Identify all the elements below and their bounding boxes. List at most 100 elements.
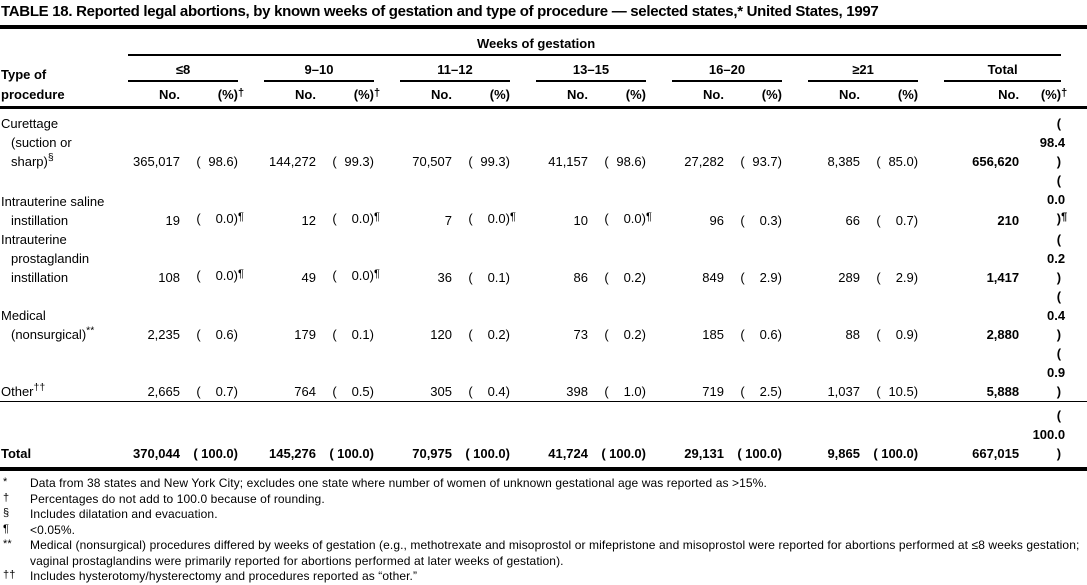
- total-row-label: Total: [0, 401, 128, 471]
- close-paren: ): [369, 446, 374, 461]
- no-cell: 12: [264, 171, 326, 230]
- col-group-13–15: 13–15: [536, 56, 672, 82]
- pct-header-label: (%): [1040, 87, 1062, 102]
- pct-value: 100.0: [881, 446, 914, 461]
- table-row: Intrauterine saline instillation 19 (0.0)¶ 1…: [0, 171, 1087, 230]
- pct-value: 2.9: [895, 270, 914, 285]
- close-paren: ): [369, 154, 374, 169]
- no-value: 1,037: [827, 384, 860, 399]
- no-cell: 108: [128, 230, 190, 287]
- no-value: 719: [702, 384, 724, 399]
- table-row: Medical (nonsurgical)** 2,235 (0.6) 179 (0.1)…: [0, 287, 1087, 344]
- no-cell: 70,507: [400, 108, 462, 172]
- footnote-mark: *: [3, 476, 8, 488]
- close-paren: ): [913, 384, 919, 399]
- close-paren: ): [233, 384, 238, 399]
- no-cell: 370,044: [128, 401, 190, 471]
- no-cell: 70,975: [400, 401, 462, 471]
- close-paren: ): [777, 154, 782, 169]
- no-cell: 19: [128, 171, 190, 230]
- no-cell: 36: [400, 230, 462, 287]
- no-value: 9,865: [827, 446, 860, 461]
- pct-value: 100.0: [337, 446, 370, 461]
- open-paren: (: [740, 154, 745, 169]
- pct-cell: (100.0): [598, 401, 672, 471]
- no-header-label: No.: [998, 87, 1020, 102]
- row-label-line: Medical: [1, 308, 46, 323]
- pct-cell: (85.0): [870, 108, 944, 172]
- no-value: 36: [437, 270, 452, 285]
- pct-value: 0.7: [215, 384, 234, 399]
- no-header-label: No.: [431, 87, 452, 102]
- pct-cell: (100.0): [734, 401, 808, 471]
- pct-header: (%)†: [326, 82, 400, 109]
- pct-cell: (0.0)¶: [1029, 171, 1087, 230]
- col-group-label: 9–10: [264, 56, 374, 82]
- pct-cell: (100.0): [1029, 401, 1087, 471]
- no-value: 12: [301, 213, 316, 228]
- no-cell: 2,880: [944, 287, 1029, 344]
- pct-value: 0.0: [351, 268, 370, 283]
- stub-head-line2: procedure: [0, 82, 128, 109]
- footnotes: * Data from 38 states and New York City; …: [0, 471, 1087, 585]
- open-paren: (: [1056, 116, 1062, 131]
- pct-cell: (98.6): [190, 108, 264, 172]
- pct-value: 100.0: [473, 446, 506, 461]
- pct-cell: (1.0): [598, 344, 672, 402]
- no-value: 370,044: [133, 446, 180, 461]
- open-paren: (: [604, 270, 609, 285]
- no-value: 185: [702, 327, 724, 342]
- row-label-line: (nonsurgical)**: [11, 324, 95, 342]
- close-paren: ): [1056, 270, 1062, 285]
- footnote-mark: †: [3, 491, 10, 504]
- pct-value: 0.2: [623, 270, 642, 285]
- no-value: 86: [573, 270, 588, 285]
- open-paren: (: [329, 446, 334, 461]
- col-group-≤8: ≤8: [128, 56, 264, 82]
- pct-value: 0.3: [759, 213, 778, 228]
- pct-value: 99.3: [480, 154, 506, 169]
- row-label-footnote-mark: §: [47, 151, 54, 164]
- row-label: Curettage (suction or sharp)§: [0, 108, 128, 172]
- no-value: 120: [430, 327, 452, 342]
- no-cell: 73: [536, 287, 598, 344]
- pct-header-label: (%): [625, 87, 646, 102]
- close-paren: ): [505, 211, 510, 226]
- no-cell: 210: [944, 171, 1029, 230]
- pct-header: (%): [598, 82, 672, 109]
- no-value: 210: [997, 213, 1020, 228]
- no-value: 88: [845, 327, 860, 342]
- no-cell: 66: [808, 171, 870, 230]
- close-paren: ): [913, 270, 919, 285]
- close-paren: ): [369, 384, 374, 399]
- pct-value: 0.0: [215, 211, 234, 226]
- no-value: 2,880: [986, 327, 1020, 342]
- pct-value: 2.5: [759, 384, 778, 399]
- open-paren: (: [876, 384, 881, 399]
- no-cell: 120: [400, 287, 462, 344]
- col-group-label: 13–15: [536, 56, 646, 82]
- open-paren: (: [604, 384, 609, 399]
- close-paren: ): [233, 211, 238, 226]
- close-paren: ): [641, 446, 646, 461]
- header-row-groups: Type of ≤8 9–10 11–12 13–15 16–20 ≥21 Total: [0, 56, 1087, 82]
- open-paren: (: [468, 327, 473, 342]
- col-group-≥21: ≥21: [808, 56, 944, 82]
- no-header-label: No.: [159, 87, 180, 102]
- no-value: 667,015: [972, 446, 1020, 461]
- pct-value: 100.0: [745, 446, 778, 461]
- close-paren: ): [505, 270, 510, 285]
- no-cell: 719: [672, 344, 734, 402]
- footnote: § Includes dilatation and evacuation.: [0, 507, 1087, 523]
- close-paren: ): [505, 384, 510, 399]
- no-cell: 398: [536, 344, 598, 402]
- no-cell: 185: [672, 287, 734, 344]
- row-label-line: Intrauterine: [1, 232, 67, 247]
- pct-cell: (100.0): [462, 401, 536, 471]
- open-paren: (: [196, 268, 201, 283]
- no-cell: 29,131: [672, 401, 734, 471]
- close-paren: ): [1056, 384, 1062, 399]
- open-paren: (: [1056, 173, 1062, 188]
- open-paren: (: [1056, 408, 1062, 423]
- no-value: 10: [573, 213, 588, 228]
